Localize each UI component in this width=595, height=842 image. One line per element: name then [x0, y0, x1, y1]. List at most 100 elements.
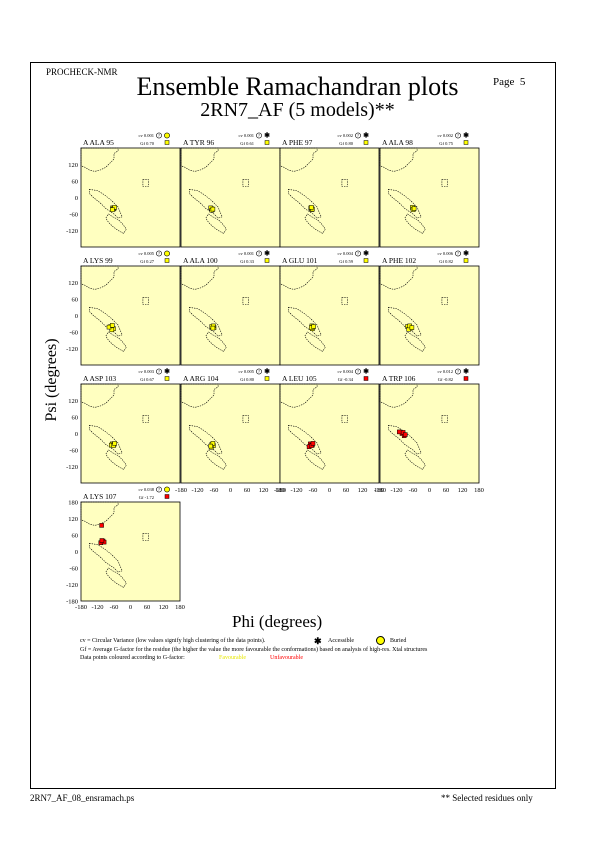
y-tick-label: 0: [75, 195, 78, 202]
panel-cv-icon-glyph: ?: [158, 133, 160, 138]
x-tick-label: 180: [374, 487, 384, 494]
x-tick-label: -180: [374, 487, 386, 494]
program-label: PROCHECK-NMR: [46, 67, 118, 77]
panel-buried-icon: [164, 486, 170, 493]
y-tick-label: 120: [68, 516, 78, 523]
panel-gf-swatch: [463, 376, 469, 381]
x-tick-label: 60: [443, 487, 450, 494]
page-number: 5: [519, 76, 526, 88]
panel-residue-label: A PHE 102: [382, 256, 416, 265]
x-tick-label: 120: [458, 487, 468, 494]
panel-residue-label: A ARG 104: [183, 374, 219, 383]
panel-gf-label: Gf 0.61: [240, 141, 254, 146]
panel-accessible-icon: ✱: [463, 250, 469, 258]
x-tick-label: 180: [175, 604, 185, 611]
panel-cv-icon: [156, 132, 162, 139]
panel-cv-icon-glyph: ?: [457, 251, 459, 256]
panel-gf-label: Gf -0.34: [338, 377, 354, 382]
panel-cv-label: cv 0.001: [239, 133, 255, 138]
x-tick-label: -120: [92, 604, 104, 611]
y-tick-label: 60: [72, 179, 79, 186]
x-tick-label: 120: [259, 487, 269, 494]
panel-accessible-icon: ✱: [264, 368, 270, 376]
x-tick-label: 180: [474, 487, 484, 494]
panel-cv-icon: [455, 368, 461, 375]
panel-gf-swatch: [363, 140, 369, 145]
panel-residue-label: A ASP 103: [83, 374, 116, 383]
panel-gf-label: Gf 0.80: [240, 377, 254, 382]
panel-residue-label: A LYS 99: [83, 256, 113, 265]
panel-cv-icon: [156, 486, 162, 493]
x-tick-label: 180: [275, 487, 285, 494]
panel-allowed-region: [379, 147, 448, 234]
x-tick-label: 0: [129, 604, 132, 611]
panel-background: [180, 383, 281, 484]
panel-buried-icon: [164, 132, 170, 139]
panel-cv-icon-glyph: ?: [258, 369, 260, 374]
panel-cv-icon-glyph: ?: [357, 133, 359, 138]
panel-cv-label: cv 0.002: [438, 133, 454, 138]
y-tick-label: -120: [66, 346, 78, 353]
panel-allowed-region: [180, 147, 249, 234]
y-tick-label: 60: [72, 415, 79, 422]
panel-accessible-icon: ✱: [463, 368, 469, 376]
panel-cv-icon: [355, 368, 361, 375]
panel-residue-label: A TYR 96: [183, 138, 214, 147]
panel-cv-label: cv 0.001: [139, 133, 155, 138]
panel-cv-icon: [156, 250, 162, 257]
panel-residue-label: A LYS 107: [83, 492, 117, 501]
panel-cv-icon-glyph: ?: [357, 369, 359, 374]
panel-residue-label: A ALA 100: [183, 256, 218, 265]
panel-allowed-region: [279, 147, 348, 234]
x-tick-label: 60: [343, 487, 350, 494]
panel-background: [279, 147, 380, 248]
legend-accessible-label: Accessible: [328, 638, 354, 644]
panel-background: [80, 147, 181, 248]
panel-allowed-region: [379, 383, 448, 470]
legend-unfavourable: Unfavourable: [270, 655, 303, 661]
x-tick-label: -180: [175, 487, 187, 494]
panel-gf-label: Gf 0.82: [439, 259, 453, 264]
panel-cv-icon-glyph: ?: [457, 369, 459, 374]
panel-cv-icon-glyph: ?: [258, 133, 260, 138]
data-point: [110, 207, 115, 212]
y-tick-label: 0: [75, 431, 78, 438]
y-tick-label: -60: [69, 448, 78, 455]
panel-cv-label: cv 0.006: [438, 251, 454, 256]
panel-gf-swatch: [363, 258, 369, 263]
panel-background: [180, 147, 281, 248]
panel-allowed-region: [180, 383, 249, 470]
panel-cv-label: cv 0.005: [239, 369, 255, 374]
panel-cv-label: cv 0.012: [438, 369, 454, 374]
x-tick-label: -180: [75, 604, 87, 611]
panel-gf-swatch: [463, 258, 469, 263]
data-point: [310, 441, 316, 446]
panel-gf-label: Gf 0.70: [140, 141, 154, 146]
panel-cv-label: cv 0.005: [139, 251, 155, 256]
panel-cv-icon: [256, 368, 262, 375]
panel-gf-swatch: [264, 140, 270, 145]
buried-icon: [376, 636, 385, 645]
panel-accessible-icon: ✱: [363, 250, 369, 258]
panel-cv-icon: [355, 250, 361, 257]
footer-filename: 2RN7_AF_08_ensramach.ps: [30, 793, 135, 803]
data-point: [311, 324, 316, 329]
panel-allowed-region: [180, 265, 249, 352]
x-tick-label: -120: [291, 487, 303, 494]
data-point: [112, 441, 117, 446]
panel-cv-icon-glyph: ?: [158, 251, 160, 256]
panel-gf-swatch: [164, 140, 170, 145]
y-tick-label: 60: [72, 297, 79, 304]
legend-favourable: Favourable: [219, 655, 246, 661]
panel-gf-label: Gf 0.67: [140, 377, 154, 382]
x-tick-label: -60: [409, 487, 418, 494]
y-tick-label: 180: [68, 500, 78, 507]
legend-colour-text: Data points coloured according to G-fact…: [80, 655, 185, 661]
panel-gf-swatch: [264, 376, 270, 381]
x-tick-label: 120: [358, 487, 368, 494]
panel-cv-icon-glyph: ?: [158, 369, 160, 374]
panel-cv-icon-glyph: ?: [357, 251, 359, 256]
y-tick-label: -60: [69, 212, 78, 219]
data-point: [109, 327, 115, 333]
panel-buried-icon: [164, 250, 170, 257]
